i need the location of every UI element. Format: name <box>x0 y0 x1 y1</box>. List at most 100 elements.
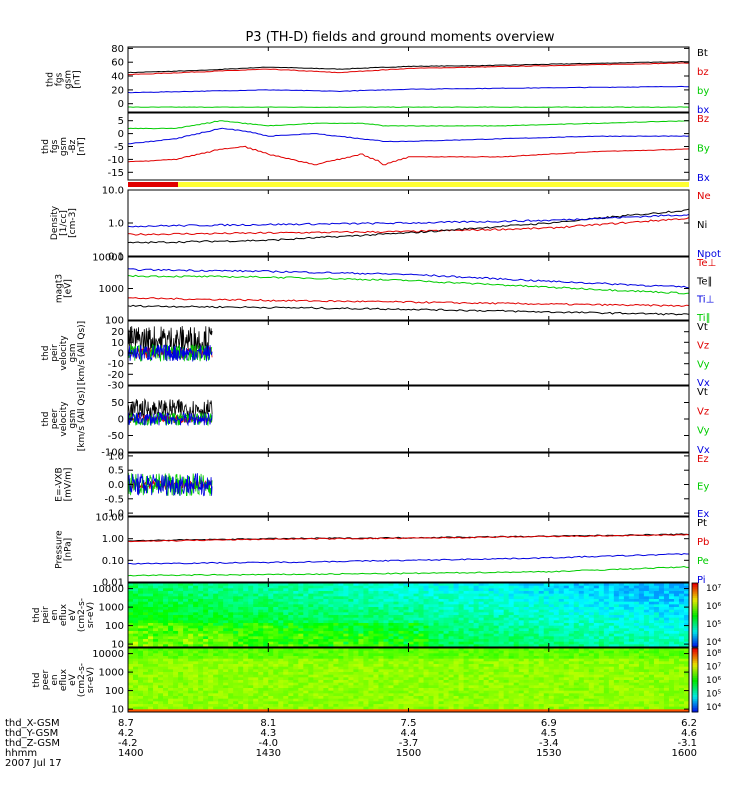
y-tick-label: 10.00 <box>95 513 124 524</box>
y-tick-label: 10000 <box>92 253 124 264</box>
y-tick-label: 0.10 <box>102 556 124 567</box>
y-tick-label: 80 <box>111 44 124 55</box>
series-line-pi <box>128 554 689 564</box>
y-tick-label: -10 <box>108 359 124 370</box>
y-tick-label: 1000 <box>99 603 124 614</box>
series-line-bz <box>128 146 689 165</box>
y-tick-label: -50 <box>108 431 124 442</box>
y-tick-label: 0.0 <box>108 480 124 491</box>
series-line-pb <box>128 535 689 542</box>
legend-label: Ey <box>697 482 709 493</box>
colorbar: 10⁷ 10⁶ 10⁵ 10⁴ <box>692 583 721 648</box>
y-tick-label: -15 <box>108 168 124 179</box>
y-tick-label: 20 <box>111 85 124 96</box>
panel-frame <box>128 517 689 582</box>
series-line-pe <box>128 567 689 576</box>
y-axis-label: sr-eV) <box>86 602 96 628</box>
y-axis-label: [cm-3] <box>68 208 78 238</box>
y-tick-label: 1.0 <box>108 219 124 230</box>
y-tick-label: 40 <box>111 72 124 83</box>
legend-label: Bt <box>697 48 708 59</box>
y-axis-label: [nT] <box>77 137 87 155</box>
legend-label: Vt <box>697 322 708 333</box>
y-tick-label: 10 <box>111 338 124 349</box>
legend-label: Vy <box>697 426 710 437</box>
y-tick-label: 10000 <box>92 584 124 595</box>
quality-bar-red <box>128 182 178 187</box>
series-line-te∥ <box>128 305 689 315</box>
series-line-bx <box>128 86 689 92</box>
colorbar-tick-label: 10⁵ <box>706 620 721 630</box>
series-line-by <box>128 107 689 108</box>
series-line-ti∥ <box>128 275 689 294</box>
y-tick-label: -20 <box>108 370 124 381</box>
y-tick-label: 1.0 <box>108 451 124 462</box>
legend-label: Ez <box>697 454 709 465</box>
legend-label: Bz <box>697 114 709 125</box>
panel-frame <box>128 47 689 112</box>
y-tick-label: 60 <box>111 58 124 69</box>
y-tick-label: 100 <box>105 316 124 327</box>
y-axis-label: [km/s (All Qs)] <box>77 321 87 385</box>
colorbar-tick-label: 10⁶ <box>706 602 721 612</box>
legend-label: Pe <box>697 556 709 567</box>
series-line-ti⊥ <box>128 269 689 288</box>
colorbar-tick-label: 10⁴ <box>706 638 721 648</box>
y-tick-label: 10.0 <box>102 186 124 197</box>
colorbar-tick-label: 10⁷ <box>706 584 721 594</box>
y-tick-label: 0 <box>118 99 124 110</box>
legend-label: Ni <box>697 220 707 231</box>
legend-label: Vy <box>697 359 710 370</box>
legend-label: Vz <box>697 341 709 352</box>
quality-bar-yellow <box>178 182 689 187</box>
plot-title: P3 (TH-D) fields and ground moments over… <box>245 30 554 45</box>
legend-label: Ti⊥ <box>696 295 714 306</box>
legend-label: bz <box>697 67 709 78</box>
y-tick-label: 100 <box>105 621 124 632</box>
y-tick-label: 50 <box>111 398 124 409</box>
y-tick-label: 0 <box>118 349 124 360</box>
y-axis-label: [eV] <box>64 279 74 298</box>
series-line-bx <box>128 128 689 144</box>
legend-label: Pb <box>697 537 709 548</box>
y-axis-label: [km/s (All Qs)] <box>77 387 87 451</box>
panel-frame <box>128 257 689 320</box>
legend-label: Te⊥ <box>696 258 716 269</box>
y-axis-label: [nPa] <box>64 538 74 561</box>
legend-label: By <box>697 144 710 155</box>
legend-label: Bx <box>697 173 710 184</box>
y-tick-label: 0 <box>118 415 124 426</box>
y-tick-label: 0.5 <box>108 466 124 477</box>
series-line-te⊥ <box>128 298 689 307</box>
legend-label: Pt <box>697 518 707 529</box>
y-tick-label: -0.5 <box>104 494 124 505</box>
y-axis-label: [mV/m] <box>64 468 74 502</box>
y-tick-label: 0 <box>118 129 124 140</box>
series-line-by <box>128 121 689 129</box>
y-tick-label: 1.00 <box>102 534 124 545</box>
y-tick-label: 20 <box>111 327 124 338</box>
legend-label: by <box>697 86 709 97</box>
legend-label: Te∥ <box>696 276 713 287</box>
series-line-bz <box>128 63 689 75</box>
y-tick-label: -10 <box>108 155 124 166</box>
legend-label: Ne <box>697 191 711 202</box>
series-line-npot <box>128 214 689 227</box>
y-tick-label: 5 <box>118 116 124 127</box>
y-tick-label: 1000 <box>99 284 124 295</box>
y-tick-label: -5 <box>114 142 124 153</box>
y-axis-label: [nT] <box>73 70 83 88</box>
legend-label: Vt <box>697 387 708 398</box>
